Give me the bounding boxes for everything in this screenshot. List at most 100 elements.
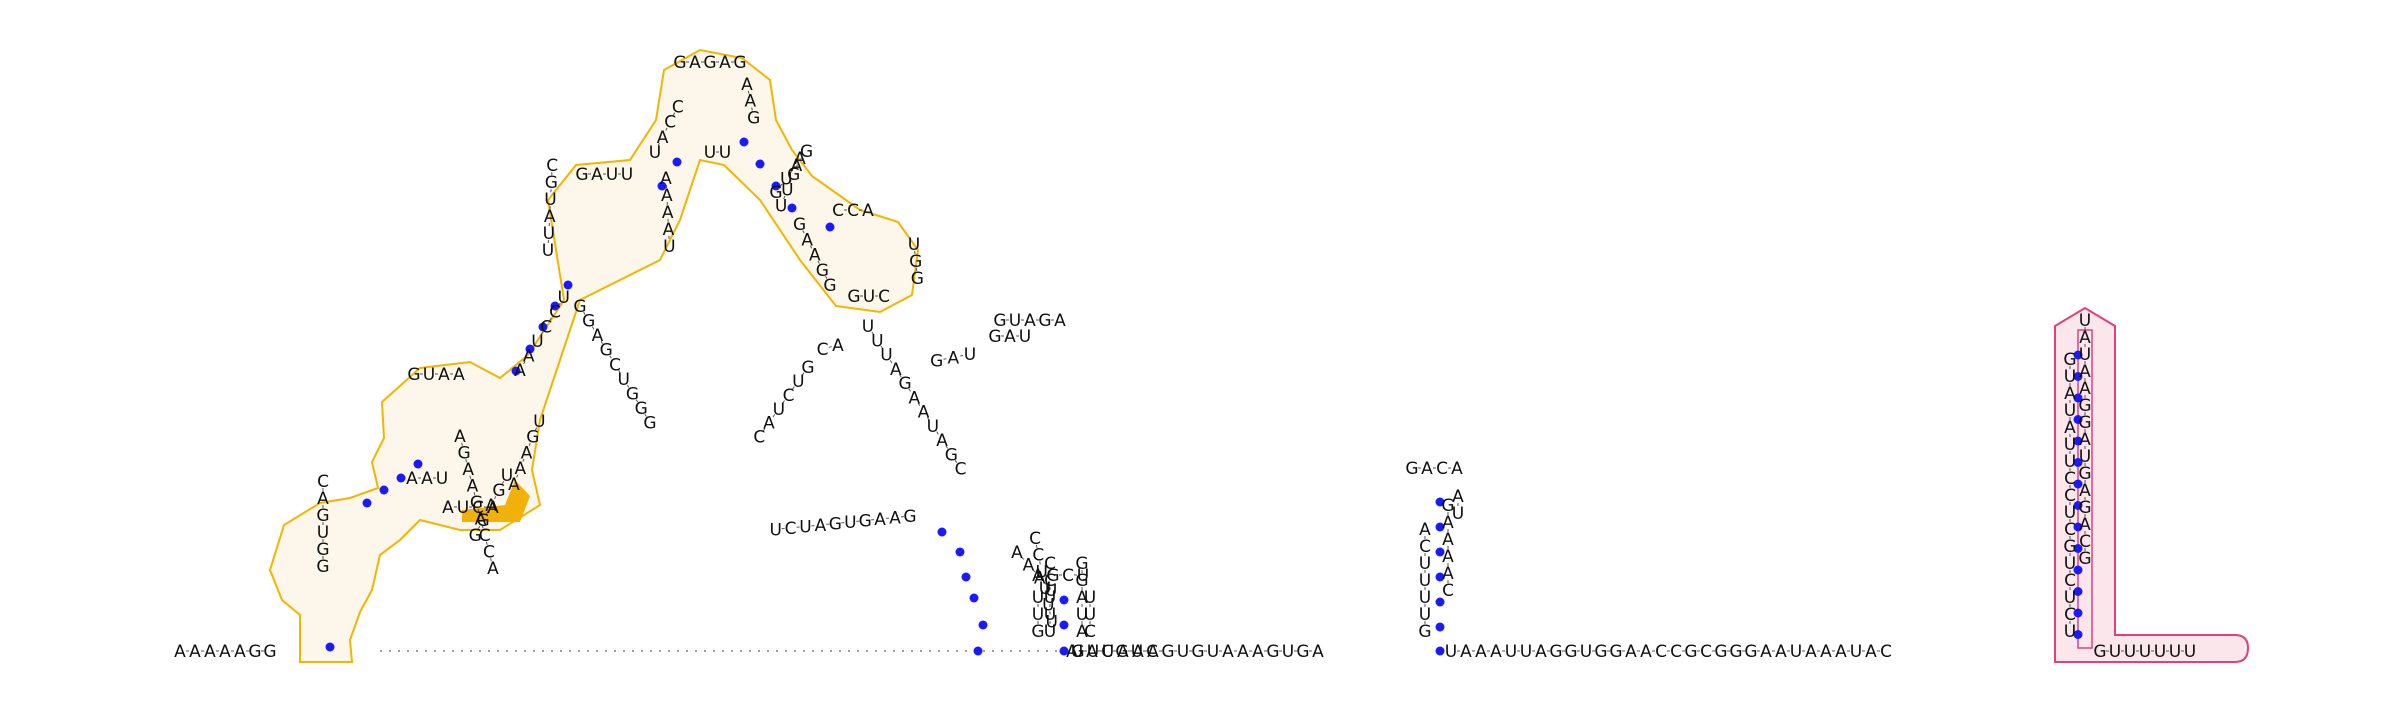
nucleotide: A xyxy=(832,336,844,356)
nucleotide: G xyxy=(582,312,595,332)
nucleotide: G xyxy=(801,358,814,378)
nucleotide: C xyxy=(546,156,558,176)
backbone-link xyxy=(828,346,832,348)
nucleotide: A xyxy=(523,346,535,366)
nucleotide: G xyxy=(263,642,276,662)
nucleotide: A xyxy=(454,427,466,447)
backbone-link xyxy=(600,340,604,344)
nucleotide: G xyxy=(1071,642,1084,662)
nucleotide: U xyxy=(1419,571,1431,591)
nucleotide: A xyxy=(1805,642,1817,662)
nucleotide: A xyxy=(1237,642,1249,662)
base-pair xyxy=(2073,415,2083,424)
nucleotide: A xyxy=(660,169,672,189)
backbone-link xyxy=(802,230,805,234)
nucleotide: G xyxy=(458,444,471,464)
nucleotide: C xyxy=(1655,642,1667,662)
nucleotide: A xyxy=(1452,487,1464,507)
nucleotide: G xyxy=(1549,642,1562,662)
nucleotide: U xyxy=(2109,642,2121,662)
backbone-link xyxy=(528,442,531,447)
nucleotide: G xyxy=(930,352,943,372)
nucleotide: U xyxy=(773,400,785,420)
nucleotide: A xyxy=(219,642,231,662)
pink-domain-outline xyxy=(2054,306,2250,663)
nucleotide: U xyxy=(2064,401,2076,421)
nucleotide: A xyxy=(1222,642,1234,662)
nucleotide: A xyxy=(1442,530,1454,550)
nucleotide: G xyxy=(575,165,588,185)
backbone-link xyxy=(477,508,480,512)
nucleotide: A xyxy=(406,469,418,489)
nucleotide: A xyxy=(317,489,329,509)
nucleotide: U xyxy=(908,235,920,255)
nucleotide: G xyxy=(2078,549,2091,569)
nucleotide: U xyxy=(423,365,435,385)
base-pair xyxy=(413,459,423,469)
pink-inner-channel xyxy=(2077,329,2093,649)
base-pair xyxy=(771,181,781,191)
backbone-links xyxy=(186,61,2184,652)
backbone-link xyxy=(772,414,776,418)
backbone-link xyxy=(485,541,488,545)
nucleotide: U xyxy=(1044,605,1056,625)
nucleotide: U xyxy=(1282,642,1294,662)
nucleotide: G xyxy=(1418,622,1431,642)
nucleotide: U xyxy=(606,165,618,185)
domain-highlights xyxy=(268,48,2250,663)
nucleotide: A xyxy=(174,642,186,662)
backbone-link xyxy=(809,245,813,249)
nucleotide: G xyxy=(903,507,916,527)
base-pair xyxy=(825,222,835,232)
nucleotide: U xyxy=(1177,642,1189,662)
nucleotide: G xyxy=(1075,571,1088,591)
nucleotide: G xyxy=(635,399,648,419)
backbone-link xyxy=(523,361,526,365)
nucleotide: A xyxy=(1024,311,1036,331)
backbone-link xyxy=(945,445,949,449)
nucleotide: U xyxy=(2064,367,2076,387)
backbone-link xyxy=(477,525,481,530)
nucleotide: A xyxy=(763,414,775,434)
nucleotide: G xyxy=(823,276,836,296)
nucleotide: G xyxy=(248,642,261,662)
nucleotide: G xyxy=(1075,554,1088,574)
nucleotide: A xyxy=(1312,642,1324,662)
base-pair xyxy=(1435,497,1445,507)
backbone-link xyxy=(936,431,939,435)
nucleotide: G xyxy=(733,53,746,73)
nucleotide: A xyxy=(1475,642,1487,662)
nucleotide: C xyxy=(2064,469,2076,489)
nucleotide: C xyxy=(878,287,890,307)
backbone-link xyxy=(790,170,793,174)
base-pair xyxy=(396,473,406,483)
nucleotide: C xyxy=(1044,571,1056,591)
nucleotide: G xyxy=(859,512,872,532)
nucleotide: U xyxy=(1452,504,1464,524)
nucleotide: U xyxy=(1035,562,1047,582)
base-pair xyxy=(969,593,979,603)
backbone-link xyxy=(1042,578,1045,582)
nucleotide: G xyxy=(643,414,656,434)
nucleotide: U xyxy=(2064,452,2076,472)
backbone-link xyxy=(635,399,639,403)
nucleotide: G xyxy=(793,215,806,235)
base-pair xyxy=(2073,372,2083,381)
base-pair xyxy=(657,181,667,191)
base-pair xyxy=(787,203,797,213)
backbone-link xyxy=(644,413,647,417)
nucleotide: U xyxy=(1044,588,1056,608)
nucleotide: C xyxy=(2064,605,2076,625)
nucleotide: G xyxy=(1609,642,1622,662)
nucleotide: A xyxy=(485,496,497,516)
nucleotide: A xyxy=(918,403,930,423)
nucleotide: C xyxy=(672,97,684,117)
nucleotide: A xyxy=(744,92,756,112)
nucleotide: U xyxy=(501,466,513,486)
nucleotide: U xyxy=(1207,642,1219,662)
backbone-link xyxy=(917,402,921,406)
nucleotide: A xyxy=(1460,642,1472,662)
nucleotide: A xyxy=(1490,642,1502,662)
nucleotide: C xyxy=(1062,566,1074,586)
